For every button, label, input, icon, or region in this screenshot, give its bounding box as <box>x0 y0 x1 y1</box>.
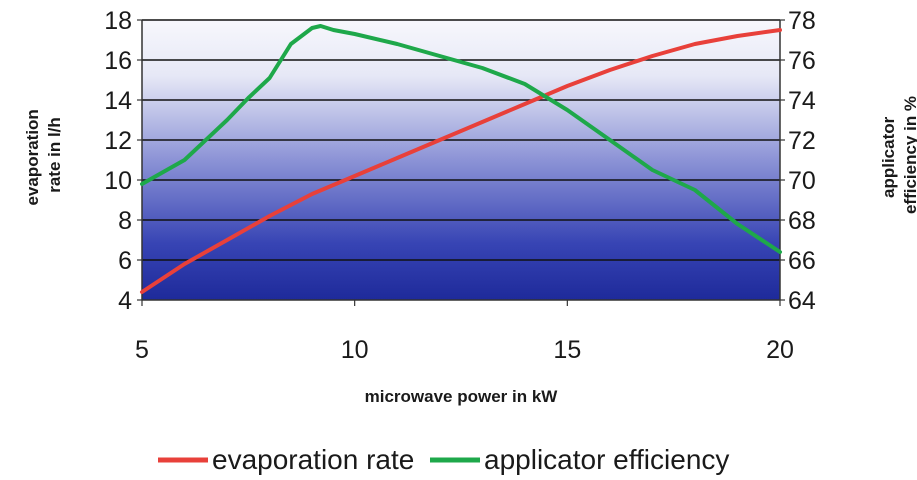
x-tick-label: 15 <box>553 336 581 364</box>
y-left-tick-label: 12 <box>104 127 132 155</box>
y-right-tick-label: 64 <box>788 287 816 315</box>
series-line-evaporation-rate <box>140 28 782 294</box>
y-right-title-line-2: efficiency in % <box>901 96 917 214</box>
series-lines <box>140 24 782 294</box>
x-axis-title: microwave power in kW <box>365 387 559 406</box>
x-tick-label: 20 <box>766 336 794 364</box>
x-tick-label: 5 <box>135 336 149 364</box>
legend-label-evaporation-rate: evaporation rate <box>212 444 414 475</box>
y-left-title-line-1: evaporation <box>23 109 42 205</box>
y-right-tick-label: 78 <box>788 7 816 35</box>
y-right-tick-label: 74 <box>788 87 816 115</box>
y-left-tick-label: 6 <box>118 247 132 275</box>
y-right-tick-label: 70 <box>788 167 816 195</box>
y-right-tick-label: 68 <box>788 207 816 235</box>
y-left-tick-label: 14 <box>104 87 132 115</box>
y-left-tick-label: 4 <box>118 287 132 315</box>
plot-area <box>142 20 780 300</box>
y-right-tick-label: 66 <box>788 247 816 275</box>
x-tick-label: 10 <box>341 336 369 364</box>
series-line-applicator-efficiency <box>140 24 782 254</box>
y-left-tick-label: 18 <box>104 7 132 35</box>
y-left-title-line-2: rate in l/h <box>45 117 64 193</box>
y-left-tick-label: 8 <box>118 207 132 235</box>
y-left-tick-label: 10 <box>104 167 132 195</box>
y-right-axis-title: applicator efficiency in % <box>879 96 917 214</box>
legend-label-applicator-efficiency: applicator efficiency <box>484 444 729 475</box>
y-left-axis-title: evaporation rate in l/h <box>23 104 64 205</box>
y-right-tick-label: 76 <box>788 47 816 75</box>
y-right-title-line-1: applicator <box>879 116 898 198</box>
y-right-tick-label: 72 <box>788 127 816 155</box>
legend: evaporation rate applicator efficiency <box>158 444 729 475</box>
y-left-tick-label: 16 <box>104 47 132 75</box>
